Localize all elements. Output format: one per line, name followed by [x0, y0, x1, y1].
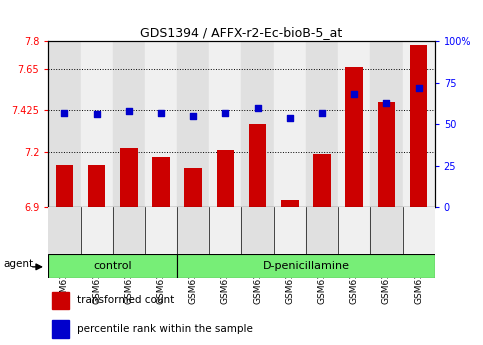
Bar [242, 207, 274, 254]
Text: agent: agent [4, 259, 34, 269]
Bar [209, 207, 242, 254]
Bar [145, 41, 177, 207]
Bar [242, 41, 274, 207]
Bar [185, 168, 202, 207]
Bar [177, 41, 209, 207]
Bar [56, 165, 73, 207]
Point [254, 105, 261, 110]
Point [93, 111, 100, 117]
Bar [274, 207, 306, 254]
Point [383, 100, 390, 106]
Bar [274, 41, 306, 207]
Point [157, 110, 165, 115]
Bar [48, 207, 81, 254]
Point [125, 108, 133, 114]
Text: transformed count: transformed count [77, 295, 174, 305]
Text: D-penicillamine: D-penicillamine [262, 261, 349, 270]
Bar [338, 41, 370, 207]
Bar [88, 165, 105, 207]
Bar [370, 41, 402, 207]
Bar [345, 67, 363, 207]
Point [350, 92, 358, 97]
Bar [370, 207, 402, 254]
Bar [306, 41, 338, 207]
Bar [53, 320, 69, 337]
Bar [402, 41, 435, 207]
Text: percentile rank within the sample: percentile rank within the sample [77, 324, 253, 334]
Point [222, 110, 229, 115]
Point [415, 85, 423, 90]
Bar [216, 150, 234, 207]
Bar [177, 254, 435, 278]
Title: GDS1394 / AFFX-r2-Ec-bioB-5_at: GDS1394 / AFFX-r2-Ec-bioB-5_at [141, 26, 342, 39]
Bar [152, 157, 170, 207]
Bar [53, 292, 69, 309]
Bar [249, 124, 267, 207]
Bar [313, 154, 331, 207]
Point [60, 110, 68, 115]
Bar [209, 41, 242, 207]
Bar [48, 254, 177, 278]
Bar [281, 200, 298, 207]
Bar [145, 207, 177, 254]
Bar [378, 102, 395, 207]
Bar [81, 207, 113, 254]
Bar [81, 41, 113, 207]
Bar [113, 41, 145, 207]
Point [189, 113, 197, 119]
Bar [338, 207, 370, 254]
Bar [306, 207, 338, 254]
Bar [113, 207, 145, 254]
Point [318, 110, 326, 115]
Bar [402, 207, 435, 254]
Point [286, 115, 294, 120]
Bar [410, 45, 427, 207]
Bar [177, 207, 209, 254]
Bar [120, 148, 138, 207]
Text: control: control [93, 261, 132, 270]
Bar [48, 41, 81, 207]
